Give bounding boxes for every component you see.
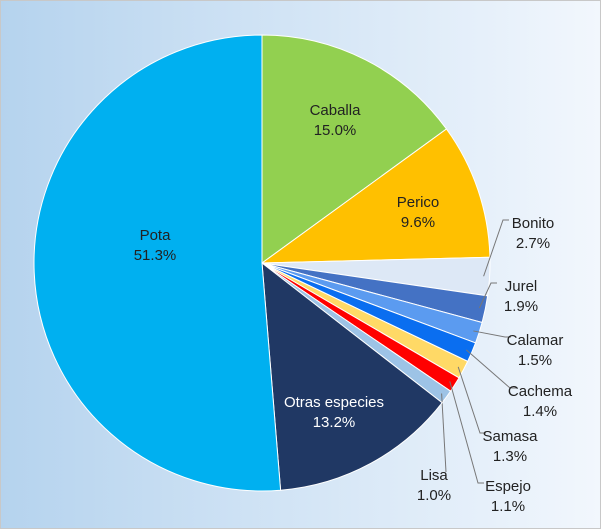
slice-value-label: 1.4% — [523, 403, 557, 420]
slice-label: Perico — [397, 194, 440, 211]
leader-line — [473, 330, 511, 338]
slice-label: Lisa — [420, 467, 448, 484]
slice-value-label: 1.3% — [493, 448, 527, 465]
slice-value-label: 9.6% — [401, 214, 435, 231]
slice-label: Pota — [140, 227, 172, 244]
leader-line — [478, 282, 497, 309]
pie-slice — [261, 261, 443, 491]
slice-value-label: 13.2% — [313, 414, 356, 431]
leader-line — [441, 393, 447, 473]
slice-label: Calamar — [507, 332, 564, 349]
slice-label: Otras especies — [284, 394, 384, 411]
pie-slice — [260, 128, 491, 264]
slice-value-label: 2.7% — [516, 235, 550, 252]
slice-value-label: 1.1% — [491, 498, 525, 515]
slice-label: Samasa — [482, 428, 538, 445]
slice-value-label: 1.5% — [518, 352, 552, 369]
slice-label: Cachema — [508, 383, 573, 400]
slice-value-label: 51.3% — [134, 247, 177, 264]
slice-value-label: 15.0% — [314, 122, 357, 139]
slice-value-label: 1.0% — [417, 487, 451, 504]
pie-slice — [261, 34, 448, 264]
leader-line — [449, 381, 484, 484]
slice-value-label: 1.9% — [504, 298, 538, 315]
pie-slice — [33, 34, 282, 492]
leader-line — [457, 366, 486, 434]
leader-line — [465, 349, 516, 389]
slice-label: Bonito — [512, 215, 555, 232]
slice-label: Jurel — [505, 278, 538, 295]
slice-label: Espejo — [485, 478, 531, 495]
leader-line — [483, 219, 509, 277]
slice-label: Caballa — [310, 102, 362, 119]
